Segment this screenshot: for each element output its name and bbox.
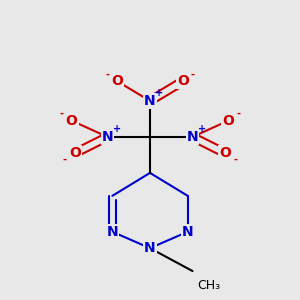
Text: -: - <box>63 155 67 165</box>
Text: -: - <box>236 109 240 119</box>
Text: O: O <box>223 114 235 128</box>
Text: N: N <box>106 225 118 239</box>
Text: -: - <box>60 109 64 119</box>
Text: -: - <box>106 70 110 80</box>
Text: N: N <box>144 241 156 255</box>
Text: N: N <box>182 225 194 239</box>
Text: +: + <box>112 124 121 134</box>
Text: CH₃: CH₃ <box>197 279 220 292</box>
Text: O: O <box>69 146 81 160</box>
Text: +: + <box>198 124 206 134</box>
Text: O: O <box>111 74 123 88</box>
Text: N: N <box>144 94 156 108</box>
Text: +: + <box>155 88 163 98</box>
Text: -: - <box>190 70 194 80</box>
Text: N: N <box>187 130 198 144</box>
Text: -: - <box>233 155 237 165</box>
Text: N: N <box>102 130 113 144</box>
Text: O: O <box>219 146 231 160</box>
Text: O: O <box>65 114 77 128</box>
Text: O: O <box>177 74 189 88</box>
